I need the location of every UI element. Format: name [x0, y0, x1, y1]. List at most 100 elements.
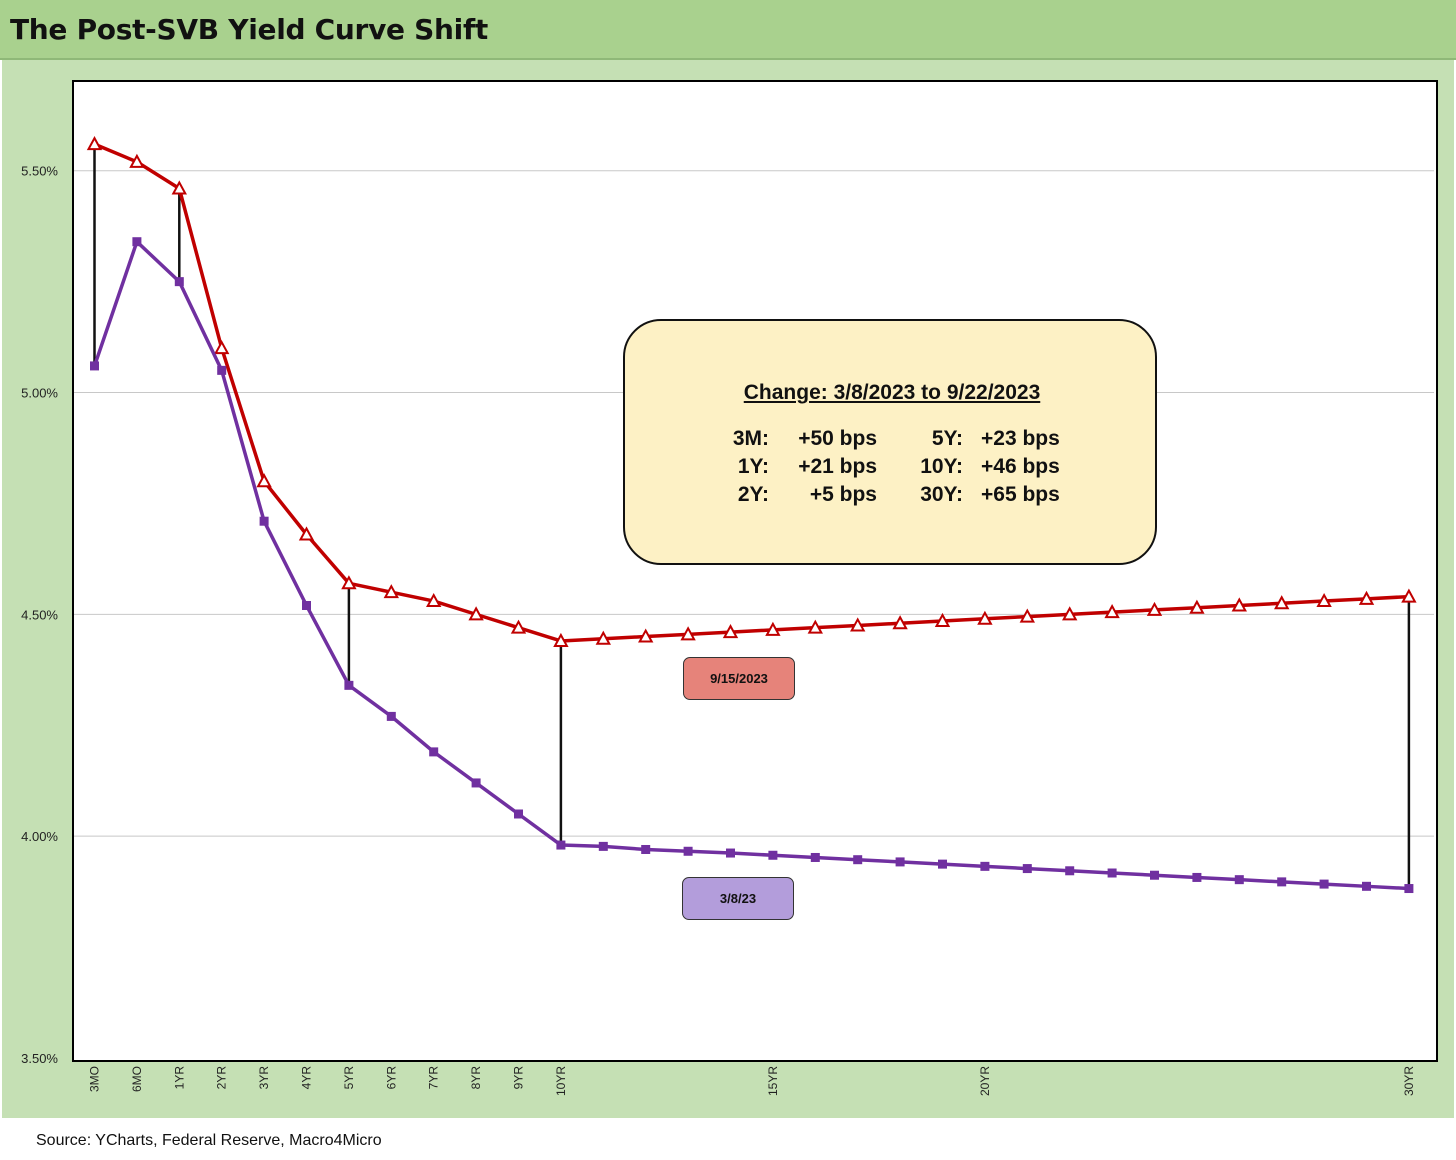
change-right-label: 30Y: — [920, 483, 963, 506]
y-tick-label: 4.50% — [21, 607, 58, 622]
data-point-mar-2023 — [386, 711, 396, 721]
data-point-sep-2023 — [1062, 606, 1078, 621]
data-point-mar-2023 — [683, 846, 693, 856]
change-right-value: +23 bps — [981, 427, 1060, 450]
data-point-sep-2023 — [510, 619, 527, 634]
change-left-value: +50 bps — [798, 427, 877, 450]
data-point-mar-2023 — [1277, 877, 1287, 887]
data-point-mar-2023 — [980, 861, 990, 871]
change-right-label: 10Y: — [920, 455, 963, 478]
data-point-mar-2023 — [471, 778, 481, 788]
y-tick-label: 4.00% — [21, 829, 58, 844]
data-point-sep-2023 — [638, 628, 654, 643]
data-point-sep-2023 — [1401, 588, 1417, 603]
y-tick-label: 5.50% — [21, 164, 58, 179]
x-tick-label: 3YR — [257, 1066, 271, 1090]
x-tick-label: 1YR — [172, 1066, 186, 1090]
data-point-mar-2023 — [810, 852, 820, 862]
data-point-sep-2023 — [850, 617, 866, 632]
data-point-mar-2023 — [1234, 875, 1244, 885]
data-point-mar-2023 — [641, 844, 651, 854]
data-point-sep-2023 — [680, 626, 696, 641]
x-tick-label: 30YR — [1402, 1066, 1416, 1096]
data-point-mar-2023 — [1319, 879, 1329, 889]
data-point-sep-2023 — [468, 606, 484, 621]
data-point-sep-2023 — [934, 612, 951, 628]
data-point-sep-2023 — [553, 632, 569, 647]
data-point-mar-2023 — [895, 857, 905, 867]
data-point-mar-2023 — [217, 365, 227, 375]
data-point-sep-2023 — [214, 340, 230, 355]
data-point-sep-2023 — [298, 526, 315, 541]
data-point-mar-2023 — [1022, 864, 1032, 874]
data-point-sep-2023 — [86, 136, 103, 151]
data-point-mar-2023 — [1192, 872, 1202, 882]
data-point-mar-2023 — [726, 848, 735, 858]
series-line-mar-2023 — [92, 239, 1409, 891]
data-point-mar-2023 — [132, 237, 142, 247]
page-title: The Post-SVB Yield Curve Shift — [10, 13, 488, 46]
data-point-sep-2023 — [1231, 597, 1247, 612]
data-point-sep-2023 — [1019, 608, 1035, 623]
x-tick-label: 4YR — [300, 1066, 314, 1090]
change-left-value: +21 bps — [798, 455, 877, 478]
data-point-mar-2023 — [1107, 868, 1117, 878]
series-label-mar-2023: 3/8/23 — [682, 877, 794, 920]
data-point-sep-2023 — [1358, 590, 1375, 605]
change-left-value: +5 bps — [809, 483, 877, 506]
x-tick-label: 6YR — [384, 1066, 398, 1090]
series-label-sep-2023: 9/15/2023 — [683, 657, 795, 700]
x-tick-label: 10YR — [554, 1066, 568, 1096]
data-point-sep-2023 — [341, 575, 357, 590]
data-point-mar-2023 — [1404, 884, 1414, 894]
y-tick-label: 5.00% — [21, 386, 58, 401]
data-point-mar-2023 — [429, 747, 439, 757]
data-point-sep-2023 — [129, 153, 145, 168]
x-tick-label: 2YR — [215, 1066, 229, 1090]
data-point-sep-2023 — [1104, 604, 1120, 619]
data-point-mar-2023 — [938, 859, 947, 869]
x-tick-label: 7YR — [427, 1066, 441, 1090]
data-point-sep-2023 — [977, 610, 993, 625]
data-point-sep-2023 — [383, 584, 399, 599]
x-tick-label: 9YR — [512, 1066, 526, 1090]
data-point-mar-2023 — [1362, 881, 1371, 891]
data-point-mar-2023 — [1065, 866, 1075, 876]
change-right-label: 5Y: — [931, 427, 963, 450]
y-tick-label: 3.50% — [21, 1051, 58, 1066]
change-left-label: 1Y: — [737, 455, 769, 478]
data-point-sep-2023 — [722, 624, 739, 639]
change-right-value: +46 bps — [981, 455, 1060, 478]
x-tick-label: 6MO — [130, 1066, 144, 1092]
footer — [0, 1118, 1456, 1160]
data-point-sep-2023 — [1316, 592, 1332, 608]
data-point-sep-2023 — [1274, 595, 1290, 610]
data-point-sep-2023 — [171, 180, 187, 195]
data-point-sep-2023 — [256, 473, 272, 488]
data-point-sep-2023 — [765, 621, 781, 636]
data-point-mar-2023 — [768, 850, 778, 860]
data-point-mar-2023 — [302, 600, 311, 610]
data-point-mar-2023 — [90, 361, 99, 371]
data-point-mar-2023 — [598, 841, 608, 851]
data-point-mar-2023 — [259, 516, 269, 526]
header-bar: The Post-SVB Yield Curve Shift — [0, 0, 1456, 60]
data-point-sep-2023 — [1189, 599, 1205, 614]
data-point-sep-2023 — [892, 615, 908, 630]
x-tick-label: 8YR — [469, 1066, 483, 1090]
data-point-sep-2023 — [1146, 601, 1163, 616]
x-tick-label: 15YR — [766, 1066, 780, 1096]
change-right-value: +65 bps — [981, 483, 1060, 506]
change-left-label: 2Y: — [737, 483, 769, 506]
change-title: Change: 3/8/2023 to 9/22/2023 — [743, 381, 1041, 404]
x-tick-label: 3MO — [88, 1066, 102, 1092]
data-point-sep-2023 — [595, 630, 611, 645]
data-point-sep-2023 — [807, 619, 823, 634]
source-note: Source: YCharts, Federal Reserve, Macro4… — [36, 1132, 382, 1149]
change-left-label: 3M: — [732, 427, 769, 450]
x-tick-label: 20YR — [978, 1066, 992, 1096]
data-point-mar-2023 — [174, 277, 184, 287]
change-summary-box: Change: 3/8/2023 to 9/22/2023 3M: +50 bp… — [623, 319, 1157, 565]
data-point-mar-2023 — [1150, 870, 1159, 880]
